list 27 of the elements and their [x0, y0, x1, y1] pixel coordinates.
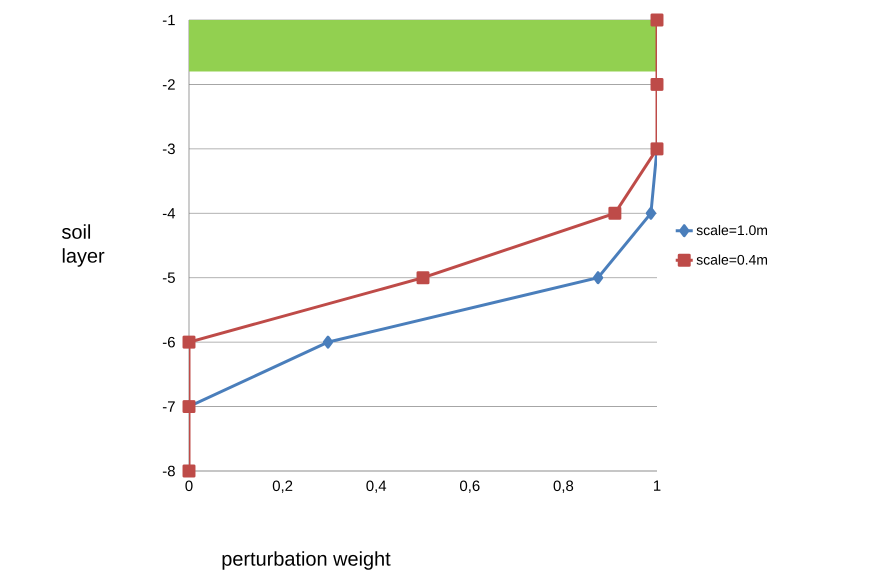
x-tick-label: 1 [654, 480, 660, 491]
legend-label: scale=0.4m [696, 254, 768, 265]
point [646, 206, 656, 220]
point [592, 271, 604, 284]
point [650, 78, 664, 91]
legend-label: scale=1.0m [696, 224, 768, 236]
x-axis-title: perturbation weight [222, 551, 391, 570]
y-tick-label: -4 [162, 208, 176, 218]
point [608, 206, 622, 220]
x-tick-label: 0,8 [554, 480, 574, 493]
x-tick-label: 0,6 [460, 480, 480, 493]
x-tick-label: 0 [185, 480, 193, 492]
y-tick-label: -5 [162, 272, 175, 283]
point [322, 336, 334, 349]
y-tick-label: -2 [162, 79, 175, 90]
y-tick-label: -8 [162, 466, 175, 476]
y-tick-label: -1 [162, 14, 175, 26]
point [416, 271, 430, 284]
point [650, 14, 664, 26]
y-axis-title: soil layer [62, 224, 104, 267]
x-tick-label: 0,4 [366, 480, 386, 493]
point [182, 336, 196, 349]
point [182, 464, 196, 478]
y-tick-label: -7 [162, 401, 175, 412]
y-tick-label: -3 [162, 144, 175, 154]
y-tick-label: -6 [162, 336, 175, 348]
x-tick-label: 0,2 [272, 480, 292, 493]
